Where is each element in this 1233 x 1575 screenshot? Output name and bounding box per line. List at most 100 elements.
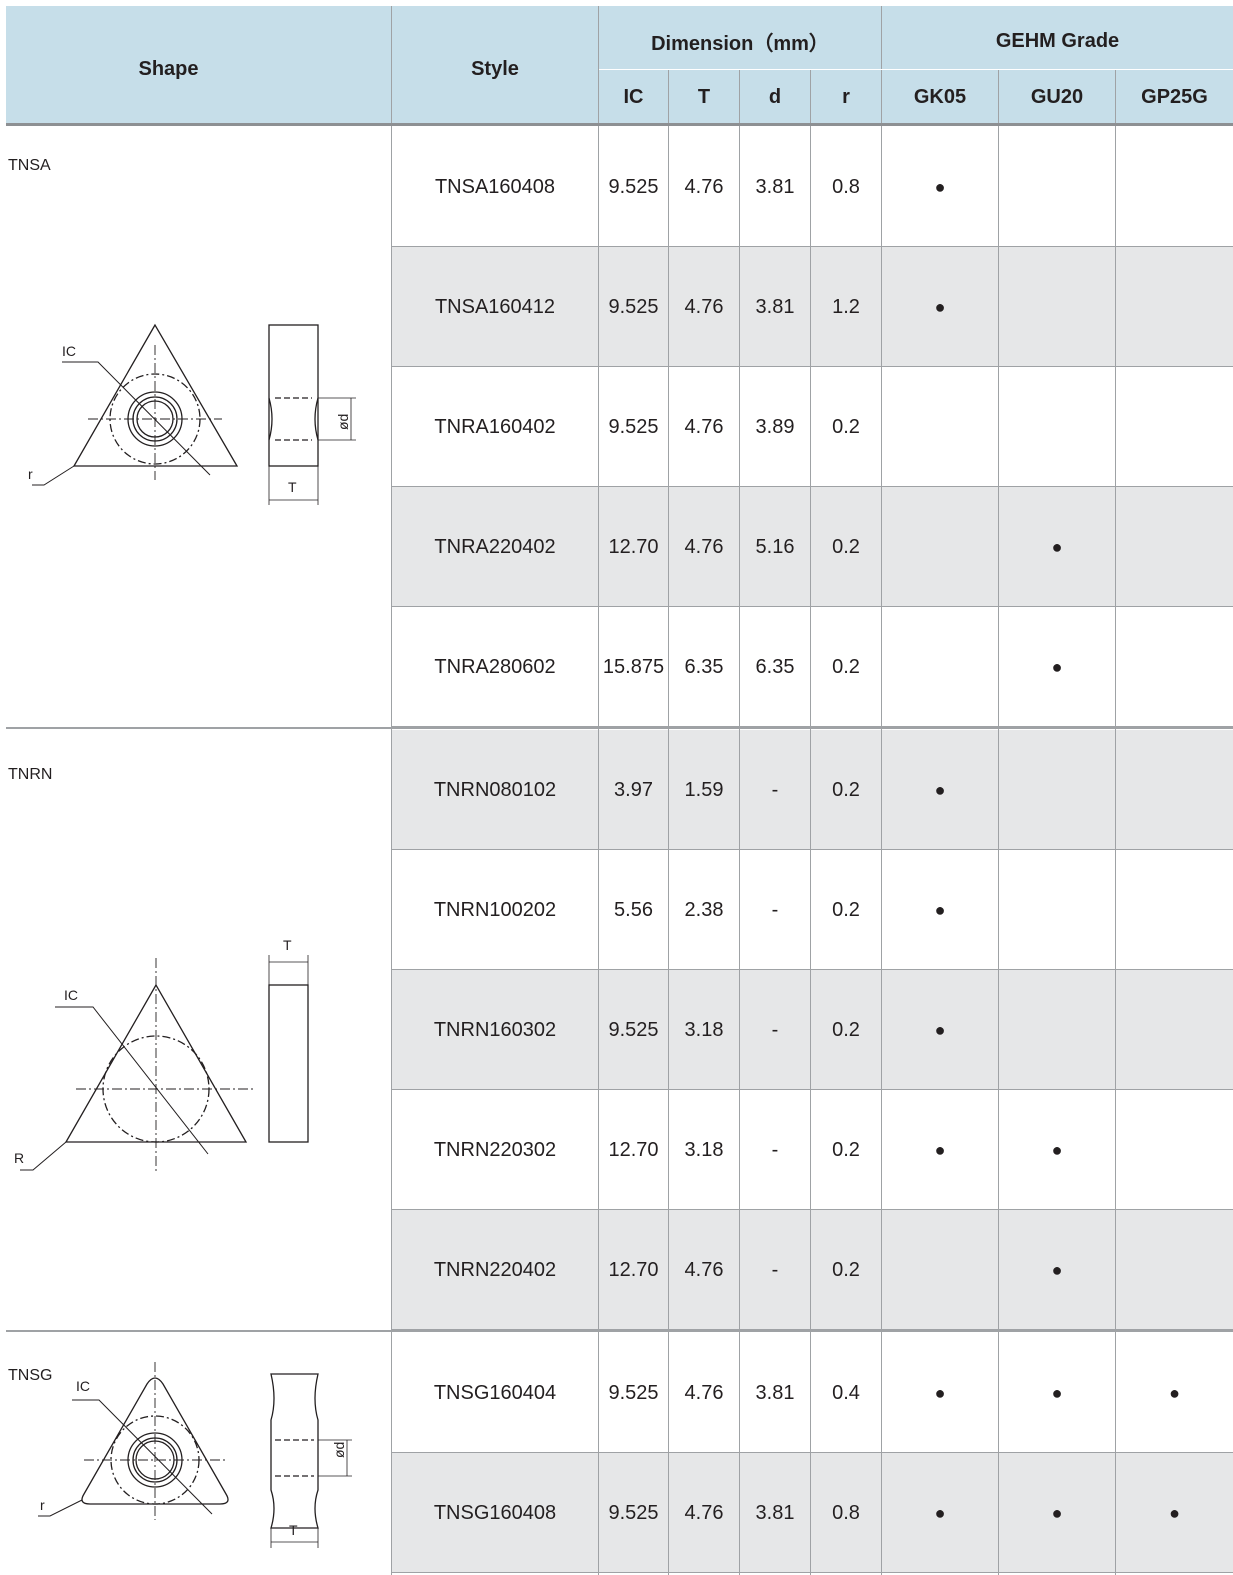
cell-t: 3.18 xyxy=(684,1138,724,1161)
tnrn-insert-drawing: IC R T xyxy=(14,937,309,1172)
table-row: TNSA160408 9.525 4.76 3.81 0.8 ● xyxy=(392,127,1233,247)
cell-gp25g: ● xyxy=(1169,1382,1180,1403)
cell-gk05 xyxy=(882,1210,998,1330)
cell-d: - xyxy=(771,1018,779,1041)
cell-d: 6.35 xyxy=(755,655,795,678)
cell-gp25g: ● xyxy=(1169,1502,1180,1523)
cell-gp25g xyxy=(1116,247,1233,367)
cell-gk05: ● xyxy=(934,1502,946,1523)
cell-r: 0.2 xyxy=(832,1258,860,1281)
table-row: TNRN100202 5.56 2.38 - 0.2 ● xyxy=(392,850,1233,970)
cell-t: 3.18 xyxy=(684,1018,724,1041)
row-divider xyxy=(392,1329,1233,1330)
cell-gk05: ● xyxy=(934,176,946,197)
tnsa-r-label: r xyxy=(28,466,33,482)
table-row: TNRA220402 12.70 4.76 5.16 0.2 ● xyxy=(392,487,1233,607)
header-divider-7 xyxy=(998,70,999,1575)
cell-ic: 15.875 xyxy=(602,655,665,678)
cell-t: 4.76 xyxy=(684,295,724,318)
header-grade xyxy=(882,6,1233,69)
tnsg-r-label: r xyxy=(40,1497,45,1513)
cell-gu20: ● xyxy=(1051,656,1063,677)
cell-style: TNSA160408 xyxy=(434,175,556,198)
header-gk05 xyxy=(882,70,998,124)
cell-ic: 12.70 xyxy=(608,535,659,558)
cell-gp25g xyxy=(1116,487,1233,607)
cell-gk05 xyxy=(882,487,998,607)
tnsa-ic-label: IC xyxy=(62,343,76,359)
cell-ic: 9.525 xyxy=(608,175,659,198)
tnrn-t-label: T xyxy=(283,937,292,953)
header-divider-2 xyxy=(598,6,599,1575)
cell-gu20 xyxy=(999,850,1115,970)
table-row: TNRN220302 12.70 3.18 - 0.2 ● ● xyxy=(392,1090,1233,1210)
cell-gu20: ● xyxy=(1051,536,1063,557)
cell-d: 3.89 xyxy=(755,415,795,438)
cell-gu20 xyxy=(999,127,1115,247)
group-separator-1 xyxy=(6,727,1233,729)
table-row: TNSG160404 9.525 4.76 3.81 0.4 ● ● ● xyxy=(392,1333,1233,1453)
cell-gk05: ● xyxy=(934,1139,946,1160)
table-row: TNRN220402 12.70 4.76 - 0.2 ● xyxy=(392,1210,1233,1330)
cell-gp25g xyxy=(1116,1210,1233,1330)
cell-gu20: ● xyxy=(1051,1502,1063,1523)
cell-gp25g xyxy=(1116,970,1233,1090)
header-gp25g xyxy=(1116,70,1233,124)
cell-gu20: ● xyxy=(1051,1382,1063,1403)
cell-ic: 12.70 xyxy=(608,1138,659,1161)
cell-gu20: ● xyxy=(1051,1139,1063,1160)
cell-style: TNSA160412 xyxy=(434,295,556,318)
header-grade-label: GEHM Grade xyxy=(995,29,1120,52)
cell-t: 4.76 xyxy=(684,175,724,198)
cell-r: 0.2 xyxy=(832,1138,860,1161)
table-row: TNRN160302 9.525 3.18 - 0.2 ● xyxy=(392,970,1233,1090)
header-d-label: d xyxy=(768,85,782,108)
cell-r: 0.2 xyxy=(832,535,860,558)
cell-gp25g xyxy=(1116,127,1233,247)
header-r-label: r xyxy=(842,85,850,108)
header-divider-h xyxy=(599,69,1233,70)
header-gu20-label: GU20 xyxy=(1030,85,1084,108)
cell-ic: 3.97 xyxy=(614,778,653,801)
cell-ic: 9.525 xyxy=(608,1018,659,1041)
tnrn-r-label: R xyxy=(14,1150,24,1166)
cell-r: 0.2 xyxy=(832,898,860,921)
cell-t: 4.76 xyxy=(684,1258,724,1281)
header-r xyxy=(811,70,881,124)
table-row: TNRN080102 3.97 1.59 - 0.2 ● xyxy=(392,730,1233,850)
cell-d: 3.81 xyxy=(755,295,795,318)
tnsa-insert-drawing: IC r ød T xyxy=(28,323,356,505)
cell-ic: 9.525 xyxy=(608,1381,659,1404)
cell-gk05: ● xyxy=(934,899,946,920)
cell-style: TNRA160402 xyxy=(434,415,556,438)
header-d xyxy=(740,70,810,124)
shape-label-tnrn: TNRN xyxy=(8,766,53,783)
cell-gu20 xyxy=(999,970,1115,1090)
cell-r: 0.2 xyxy=(832,655,860,678)
cell-gp25g xyxy=(1116,367,1233,487)
header-style xyxy=(392,6,598,124)
header-divider-8 xyxy=(1115,70,1116,1575)
cell-gk05: ● xyxy=(934,1382,946,1403)
cell-d: 5.16 xyxy=(755,535,795,558)
cell-style: TNSG160408 xyxy=(433,1501,557,1524)
shape-label-tnsg: TNSG xyxy=(8,1367,53,1384)
cell-style: TNRN080102 xyxy=(433,778,557,801)
cell-ic: 12.70 xyxy=(608,1258,659,1281)
cell-gk05: ● xyxy=(934,296,946,317)
cell-gp25g xyxy=(1116,850,1233,970)
header-divider-3 xyxy=(668,70,669,1575)
cell-gu20 xyxy=(999,247,1115,367)
header-shape-label: Shape xyxy=(138,57,199,80)
tnsa-t-label: T xyxy=(288,479,297,495)
cell-ic: 9.525 xyxy=(608,1501,659,1524)
tnsg-insert-drawing: IC r ød T xyxy=(38,1362,352,1548)
cell-t: 6.35 xyxy=(684,655,724,678)
cell-t: 4.76 xyxy=(684,1501,724,1524)
group-separator-2 xyxy=(6,1330,1233,1332)
row-divider xyxy=(392,1089,1233,1090)
table-row: TNSG160408 9.525 4.76 3.81 0.8 ● ● ● xyxy=(392,1453,1233,1573)
cell-gp25g xyxy=(1116,1090,1233,1210)
table-row: TNSA160412 9.525 4.76 3.81 1.2 ● xyxy=(392,247,1233,367)
row-divider xyxy=(392,606,1233,607)
